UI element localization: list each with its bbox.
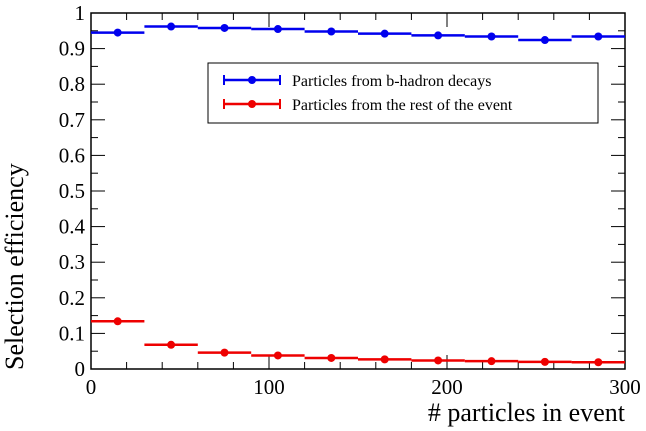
y-tick-label: 0.1 xyxy=(59,321,85,345)
y-tick-label: 0.9 xyxy=(59,37,85,61)
legend-box xyxy=(207,62,599,124)
series-1-point-8 xyxy=(540,357,549,366)
y-tick-label: 0.6 xyxy=(59,143,85,167)
legend-label-0: Particles from b-hadron decays xyxy=(292,73,491,90)
axis-tick-labels: 0 0.1 0.2 0.3 0.4 0.5 0.6 0.7 0.8 0.9 1 0 100 200 300 xyxy=(59,1,641,399)
data-series xyxy=(91,22,625,367)
y-tick-label: 0.7 xyxy=(59,108,85,132)
series-1 xyxy=(91,317,625,367)
series-0-point-8 xyxy=(540,36,549,45)
x-axis-title: # particles in event xyxy=(428,398,626,427)
series-0-point-2 xyxy=(220,23,229,32)
series-0-point-7 xyxy=(487,32,496,41)
series-0-point-4 xyxy=(327,27,336,36)
legend: Particles from b-hadron decays Particles … xyxy=(207,62,599,124)
x-tick-label: 0 xyxy=(86,375,97,399)
series-1-point-4 xyxy=(327,353,336,362)
series-1-point-7 xyxy=(487,357,496,366)
y-tick-label: 0.5 xyxy=(59,179,85,203)
y-tick-label: 0.4 xyxy=(59,215,86,239)
series-0 xyxy=(91,22,625,45)
series-0-point-9 xyxy=(594,32,603,41)
y-tick-label: 0.8 xyxy=(59,72,85,96)
axis-ticks xyxy=(90,12,626,370)
series-1-point-3 xyxy=(273,351,282,360)
x-tick-label: 300 xyxy=(609,375,641,399)
legend-marker-1 xyxy=(248,100,256,108)
series-1-point-6 xyxy=(434,356,443,365)
series-0-point-3 xyxy=(273,25,282,34)
y-tick-label: 0.3 xyxy=(59,250,85,274)
y-tick-label: 1 xyxy=(75,1,86,25)
legend-label-1: Particles from the rest of the event xyxy=(292,97,513,114)
x-tick-label: 100 xyxy=(253,375,285,399)
series-1-point-1 xyxy=(167,340,176,349)
series-0-point-6 xyxy=(434,31,443,40)
x-tick-label: 200 xyxy=(431,375,463,399)
series-0-point-5 xyxy=(380,29,389,38)
series-1-point-2 xyxy=(220,348,229,357)
y-tick-label: 0 xyxy=(75,357,86,381)
series-0-point-0 xyxy=(113,28,122,37)
y-tick-label: 0.2 xyxy=(59,286,85,310)
series-1-point-0 xyxy=(113,317,122,326)
series-0-point-1 xyxy=(167,22,176,31)
y-axis-title: Selection efficiency xyxy=(0,163,29,370)
legend-marker-0 xyxy=(248,76,256,84)
series-1-point-9 xyxy=(594,358,603,367)
series-1-point-5 xyxy=(380,355,389,364)
